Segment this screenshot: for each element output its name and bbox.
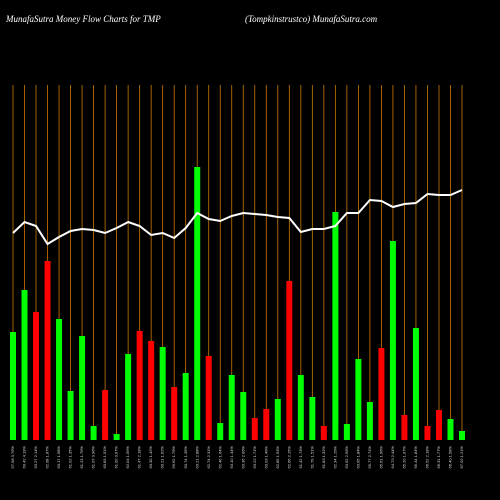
bar — [263, 409, 270, 440]
price-line — [12, 189, 463, 246]
bar — [10, 332, 16, 440]
bar — [274, 399, 281, 440]
x-tick-label: 65.61 1.96% — [378, 446, 383, 469]
x-tick-label: 61.83 1.32% — [321, 446, 326, 469]
x-tick-label: 63.36 2.06% — [240, 446, 245, 469]
x-tick-label: 62.46 1.64% — [217, 446, 222, 469]
bar — [401, 415, 408, 440]
x-tick-label: 64.73 2.44% — [390, 446, 395, 469]
chart-subtitle: (Tompkinstrustco) MunafaSutra.com — [245, 14, 378, 24]
bar — [228, 375, 235, 440]
x-tick-label: 65.44 1.84% — [413, 446, 418, 469]
bar — [79, 336, 86, 440]
bar — [297, 375, 304, 440]
bar — [424, 426, 431, 440]
bar — [136, 331, 143, 440]
x-tick-label: 60.83 1.51% — [102, 446, 107, 469]
x-tick-label: 60.17 1.98% — [56, 446, 61, 469]
x-tick-label: 63.27 2.14% — [33, 446, 38, 469]
x-tick-label: 61.79 1.51% — [309, 446, 314, 469]
bar — [343, 424, 350, 440]
bar — [205, 356, 212, 440]
x-tick-label: 63.92 2.56% — [344, 446, 349, 469]
bar — [459, 431, 465, 440]
x-tick-label: 61.02 1.35% — [68, 446, 73, 469]
x-tick-label: 61.07 0.96% — [91, 446, 96, 469]
x-tick-label: 61.47 2.18% — [137, 446, 142, 469]
bar — [251, 418, 258, 440]
x-tick-label: 60.42 4.19% — [22, 446, 27, 469]
bar — [171, 387, 178, 440]
bar — [412, 328, 419, 440]
x-tick-label: 60.74 1.35% — [183, 446, 188, 469]
x-tick-label: 65.20 1.97% — [401, 446, 406, 469]
x-tick-label: 62.34 1.29% — [332, 446, 337, 469]
bar — [240, 392, 247, 440]
x-tick-label: 63.21 2.88% — [194, 446, 199, 469]
bar — [44, 261, 51, 440]
x-tick-label: 62.04 1.56% — [125, 446, 130, 469]
bar — [355, 359, 362, 440]
bar — [332, 212, 339, 440]
bar — [113, 434, 120, 440]
bar — [125, 354, 132, 440]
x-tick-label: 61.23 1.76% — [79, 446, 84, 469]
chart-title: MunafaSutra Money Flow Charts for TMP — [5, 14, 161, 24]
bar — [90, 426, 97, 440]
x-tick-label: 62.85 1.93% — [275, 446, 280, 469]
x-tick-label: 63.22 1.71% — [252, 446, 257, 469]
bar — [389, 241, 396, 440]
x-tick-label: 66.52 2.18% — [425, 446, 430, 469]
bar — [67, 391, 74, 440]
bar — [378, 348, 385, 440]
bar — [366, 402, 373, 440]
x-tick-label: 66.40 1.58% — [448, 446, 453, 469]
bar — [435, 410, 442, 440]
x-tick-label: 66.31 1.77% — [436, 446, 441, 469]
x-tick-label: 60.30 1.42% — [148, 446, 153, 469]
bar — [148, 341, 155, 440]
bar — [447, 419, 454, 440]
x-tick-label: 67.02 1.21% — [459, 446, 464, 469]
bar — [21, 290, 28, 440]
bar — [194, 167, 201, 440]
bar — [102, 390, 109, 440]
bar — [320, 426, 327, 440]
x-tick-label: 57.98 3.76% — [10, 446, 15, 469]
bar — [309, 397, 316, 440]
x-tick-label: 63.10 1.44% — [229, 446, 234, 469]
x-tick-label: 63.95 1.84% — [355, 446, 360, 469]
x-tick-label: 61.42 1.73% — [298, 446, 303, 469]
x-tick-label: 62.74 2.31% — [206, 446, 211, 469]
x-tick-label: 60.21 1.62% — [160, 446, 165, 469]
bar — [159, 347, 166, 440]
x-tick-label: 65.77 2.71% — [367, 446, 372, 469]
x-tick-label: 62.08 1.87% — [45, 446, 50, 469]
bar — [217, 423, 224, 440]
bar — [56, 319, 63, 440]
x-tick-label: 61.02 0.97% — [114, 446, 119, 469]
bar — [33, 312, 40, 440]
x-tick-label: 62.66 2.15% — [286, 446, 291, 469]
x-tick-label: 59.62 1.79% — [171, 446, 176, 469]
bar — [182, 373, 189, 440]
bar — [286, 281, 293, 440]
x-tick-label: 63.03 1.49% — [263, 446, 268, 469]
